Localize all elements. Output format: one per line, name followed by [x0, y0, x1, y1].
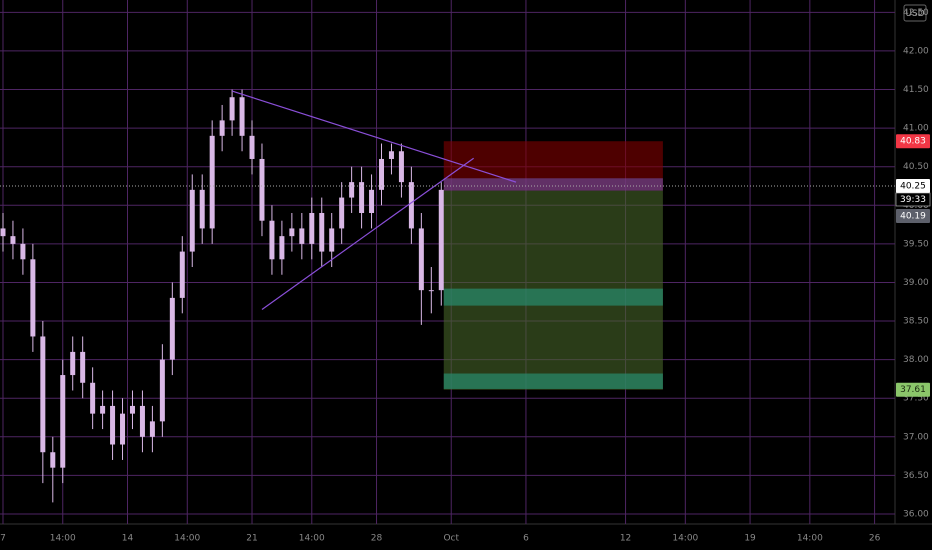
candle-body: [149, 421, 155, 437]
y-tick-label: 38.00: [903, 355, 929, 365]
y-tick-label: 39.50: [903, 239, 929, 249]
zone: [443, 178, 663, 191]
x-tick-label: 21: [246, 534, 257, 544]
x-tick-label: 14:00: [797, 534, 823, 544]
candle-body: [259, 158, 265, 221]
x-tick-label: 14: [122, 534, 134, 544]
y-tick-label: 41.00: [903, 124, 929, 134]
y-tick-label: 38.50: [903, 317, 929, 327]
price-label: 40.83: [900, 137, 926, 147]
candle-body: [438, 189, 444, 291]
candle-body: [209, 135, 215, 229]
candle-body: [408, 182, 414, 229]
candle-body: [179, 251, 185, 298]
candle-body: [229, 97, 235, 121]
candle-body: [100, 405, 106, 414]
currency-box[interactable]: [903, 4, 927, 22]
candle-body: [0, 228, 6, 237]
candle-body: [40, 336, 46, 453]
countdown-box: [895, 192, 931, 207]
y-tick-label: 36.00: [903, 509, 929, 519]
x-tick-label: 6: [523, 534, 529, 544]
candle-body: [289, 228, 295, 237]
x-tick-label: 26: [869, 534, 881, 544]
candle-body: [80, 351, 86, 383]
candle-body: [299, 228, 305, 244]
y-tick-label: 41.50: [903, 85, 929, 95]
y-tick-label: 37.50: [903, 394, 929, 404]
candle-body: [349, 182, 355, 198]
price-label-box: [896, 178, 930, 193]
y-tick-label: 42.50: [903, 8, 929, 18]
trendline: [231, 90, 517, 183]
candle-body: [418, 228, 424, 291]
candle-body: [398, 151, 404, 183]
candle-body: [379, 158, 385, 190]
candle-body: [129, 405, 135, 414]
trendline: [261, 157, 474, 310]
candle-body: [110, 405, 116, 445]
candle-body: [10, 236, 16, 244]
candle-body: [369, 189, 375, 213]
candle-body: [159, 359, 165, 422]
y-tick-label: 39.00: [903, 278, 929, 288]
candle-body: [60, 375, 66, 468]
candle-body: [189, 189, 195, 252]
price-label: 37.61: [900, 385, 926, 395]
y-tick-label: 40.50: [903, 162, 929, 172]
candle-body: [319, 212, 325, 252]
candle-body: [428, 290, 434, 292]
price-label-box: [896, 208, 930, 223]
x-tick-label: 14:00: [299, 534, 325, 544]
countdown: 39:33: [900, 195, 926, 205]
currency: USD: [905, 9, 924, 19]
price-label: 40.25: [900, 181, 926, 191]
candle-body: [309, 212, 315, 244]
candle-body: [269, 220, 275, 260]
y-tick-label: 36.50: [903, 471, 929, 481]
candle-body: [388, 151, 394, 159]
price-label: 40.19: [900, 211, 926, 221]
y-tick-label: 37.00: [903, 432, 929, 442]
candle-body: [20, 243, 26, 260]
zone: [443, 288, 663, 306]
x-tick-label: 28: [371, 534, 383, 544]
x-tick-label: 7: [0, 534, 6, 544]
x-tick-label: 19: [744, 534, 756, 544]
zone: [443, 373, 663, 389]
x-tick-label: Oct: [443, 534, 459, 544]
candle-body: [90, 382, 96, 414]
price-label-box: [896, 134, 930, 149]
price-label-box: [896, 382, 930, 397]
candle-body: [120, 413, 126, 445]
candle-body: [50, 452, 56, 468]
candle-body: [219, 120, 225, 136]
candle-body: [139, 405, 145, 437]
candle-body: [279, 236, 285, 260]
x-tick-label: 12: [620, 534, 631, 544]
candle-body: [239, 97, 245, 136]
candle-body: [169, 297, 175, 360]
candle-body: [359, 182, 365, 213]
candle-body: [30, 259, 36, 337]
candle-body: [70, 351, 76, 376]
candle-body: [339, 197, 345, 229]
candle-body: [249, 135, 255, 159]
candle-body: [329, 228, 335, 252]
x-tick-label: 14:00: [672, 534, 698, 544]
x-tick-label: 14:00: [50, 534, 76, 544]
y-tick-label: 42.00: [903, 46, 929, 56]
x-tick-label: 14:00: [174, 534, 200, 544]
candle-body: [199, 189, 205, 229]
